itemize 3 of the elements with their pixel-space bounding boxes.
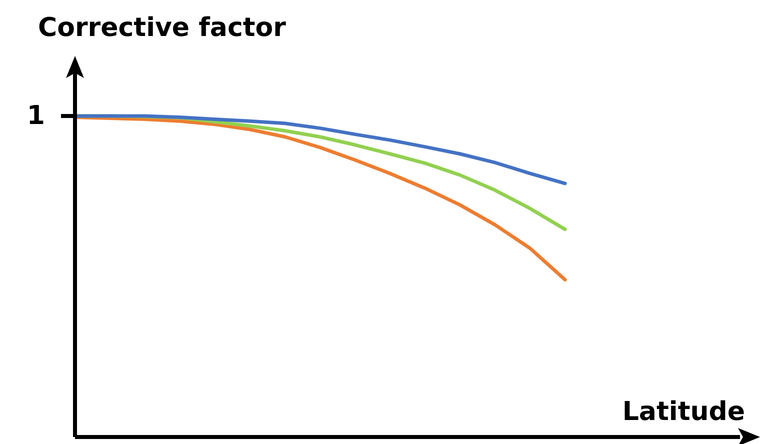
chart-title: Corrective factor	[38, 13, 286, 43]
text: 1	[26, 100, 45, 131]
x-axis-title: Latitude	[622, 397, 745, 427]
